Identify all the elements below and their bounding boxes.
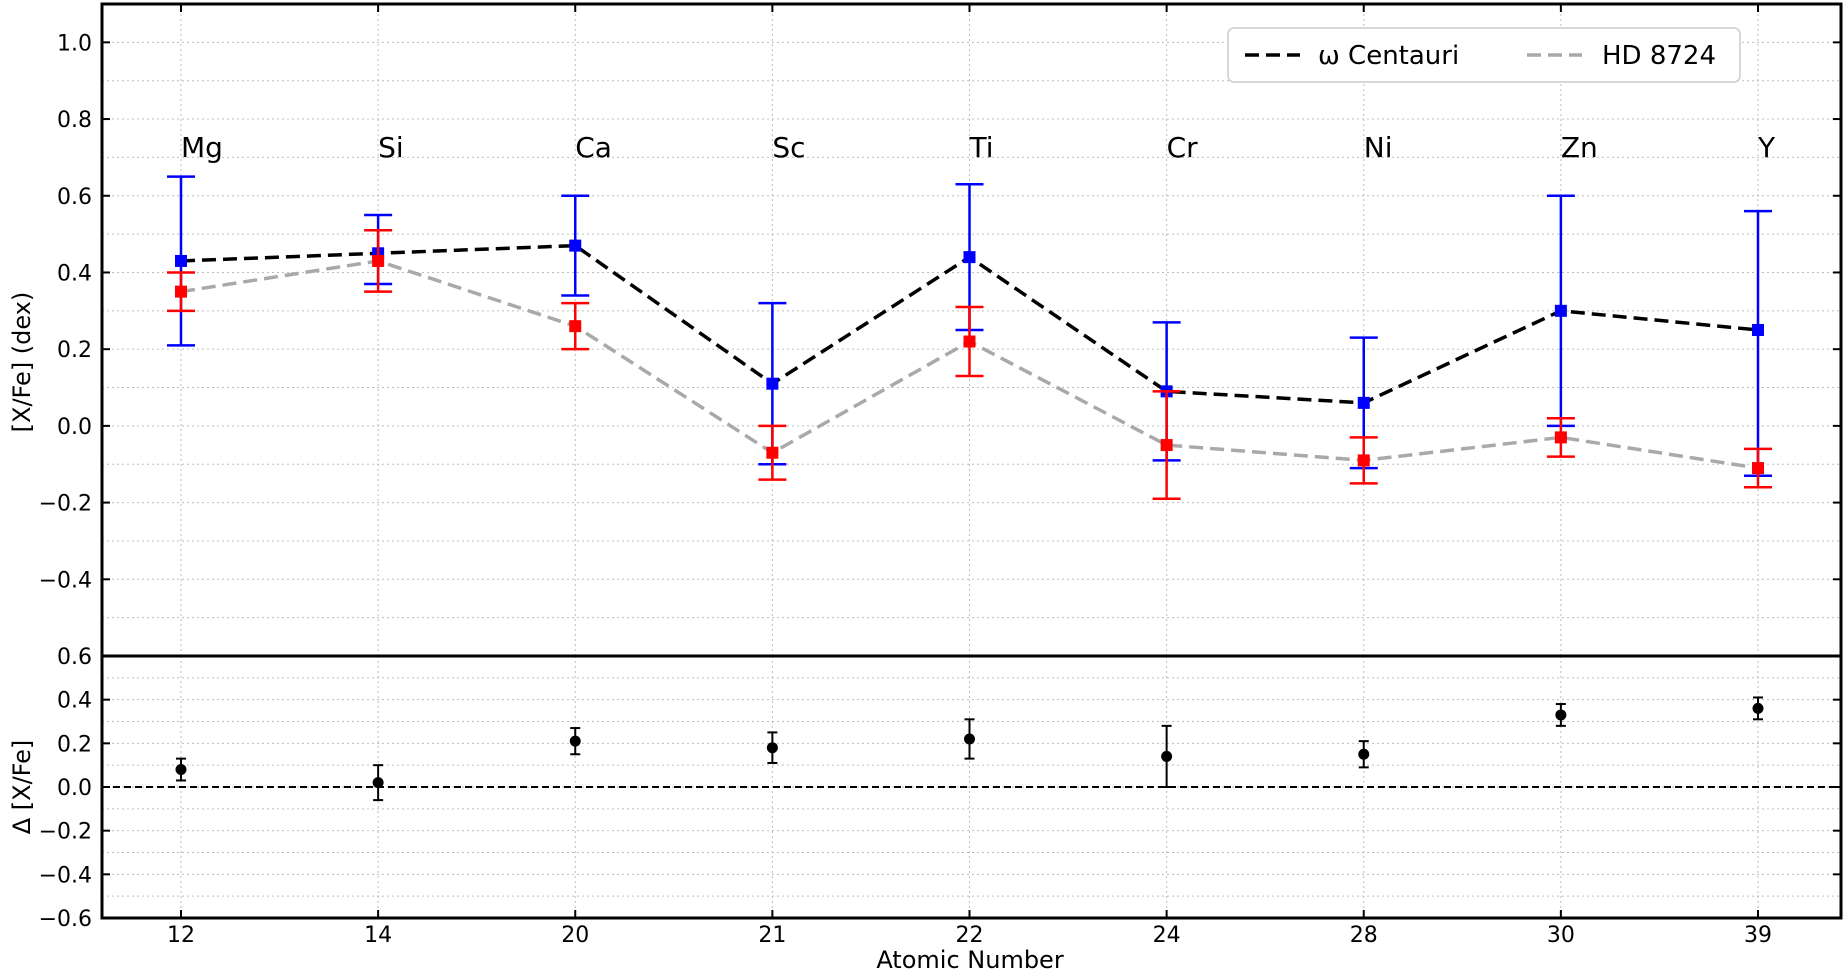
- delta-data-point: [569, 735, 581, 747]
- bottom-y-tick-label: 0.2: [57, 732, 92, 757]
- hd-8724-data-point: [569, 320, 582, 333]
- delta-data-point: [175, 764, 187, 776]
- top-panel-marks: Mg Si Ca Sc Ti Cr Ni Zn Y: [167, 131, 1776, 501]
- element-label-ni: Ni: [1364, 131, 1393, 164]
- omega-centauri-data-point: [569, 239, 582, 252]
- top-y-tick-label: 0.0: [57, 415, 92, 440]
- hd-8724-data-point: [963, 335, 976, 348]
- top-y-tick-label: 0.6: [57, 185, 92, 210]
- legend-label-hd-8724: HD 8724: [1602, 41, 1716, 71]
- bottom-y-tick-label: −0.6: [39, 907, 92, 932]
- x-tick-label: 20: [561, 923, 589, 948]
- element-label-zn: Zn: [1561, 131, 1598, 164]
- omega-centauri-data-point: [1554, 304, 1567, 317]
- omega-centauri-data-point: [175, 254, 187, 267]
- delta-data-point: [1161, 750, 1173, 762]
- top-y-tick-label: −0.2: [39, 492, 92, 517]
- x-tick-label: 14: [364, 923, 392, 948]
- hd-8724-data-point: [372, 254, 385, 267]
- omega-centauri-data-point: [1357, 396, 1370, 409]
- element-label-si: Si: [378, 131, 404, 164]
- x-tick-label: 24: [1153, 923, 1181, 948]
- delta-data-point: [1358, 748, 1370, 760]
- axis-ticks: 1.0 0.8 0.6 0.4 0.2 0.0 −0.2 −0.4 0.6 0.4 0.2 0.0 −0…: [39, 4, 1841, 948]
- x-tick-label: 21: [758, 923, 786, 948]
- delta-data-point: [964, 733, 975, 745]
- element-label-sc: Sc: [772, 131, 805, 164]
- top-y-tick-label: 0.2: [57, 338, 92, 363]
- hd-8724-data-point: [1160, 439, 1173, 452]
- element-label-ca: Ca: [575, 131, 612, 164]
- omega-centauri-data-point: [766, 377, 779, 390]
- x-tick-label: 28: [1350, 923, 1378, 948]
- bottom-y-axis-label: Δ [X/Fe]: [8, 740, 36, 835]
- top-y-tick-label: 0.4: [57, 261, 92, 286]
- element-label-cr: Cr: [1167, 131, 1199, 164]
- hd-8724-data-point: [1357, 454, 1370, 467]
- hd-8724-data-point: [1554, 431, 1567, 444]
- element-label-mg: Mg: [181, 131, 223, 164]
- delta-data-point: [1555, 709, 1567, 721]
- legend-box: [1227, 27, 1741, 83]
- delta-data-point: [372, 777, 384, 789]
- bottom-y-tick-label: 0.0: [57, 776, 92, 801]
- x-tick-label: 22: [956, 923, 984, 948]
- element-label-ti: Ti: [969, 131, 994, 164]
- delta-data-point: [1752, 702, 1764, 714]
- legend: ω Centauri HD 8724: [1227, 27, 1741, 83]
- omega-centauri-data-point: [963, 251, 976, 264]
- hd-8724-data-point: [175, 285, 187, 298]
- hd-8724-data-point: [766, 446, 779, 459]
- top-y-axis-label: [X/Fe] (dex): [8, 292, 36, 433]
- hd-8724-data-point: [1752, 462, 1764, 475]
- element-label-y: Y: [1757, 131, 1776, 164]
- bottom-panel-marks: [102, 696, 1841, 802]
- top-y-tick-label: 0.8: [57, 108, 92, 133]
- omega-centauri-data-point: [1752, 324, 1764, 336]
- x-tick-label: 39: [1744, 923, 1772, 948]
- x-tick-label: 12: [167, 923, 195, 948]
- legend-label-omega-centauri: ω Centauri: [1318, 41, 1459, 71]
- delta-data-point: [766, 742, 778, 754]
- x-axis-label: Atomic Number: [876, 946, 1064, 973]
- bottom-y-tick-label: −0.4: [39, 863, 92, 888]
- bottom-y-tick-label: 0.4: [57, 689, 92, 714]
- top-y-tick-label: −0.4: [39, 568, 92, 593]
- top-y-tick-label: 1.0: [57, 31, 92, 56]
- bottom-y-tick-label: −0.2: [39, 820, 92, 845]
- x-tick-label: 30: [1547, 923, 1575, 948]
- bottom-y-tick-label: 0.6: [57, 645, 92, 670]
